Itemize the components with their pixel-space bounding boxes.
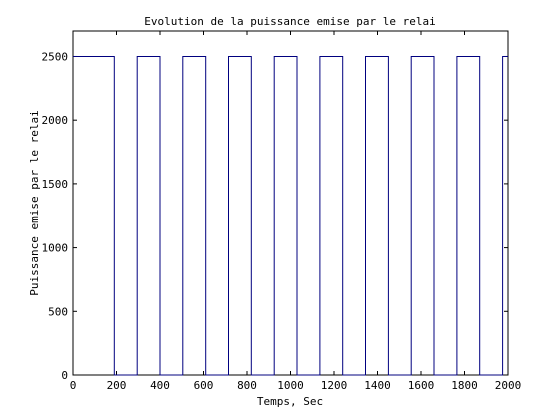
x-tick-label: 1000 — [277, 379, 304, 392]
y-tick-label: 2000 — [42, 114, 69, 127]
plot-area — [72, 30, 509, 376]
x-tick-label: 400 — [150, 379, 170, 392]
ticks — [72, 31, 509, 376]
series-line — [73, 56, 508, 376]
y-tick-label: 500 — [48, 305, 68, 318]
y-tick-label: 2500 — [42, 50, 69, 63]
y-axis-label: Puissance emise par le relai — [28, 110, 41, 295]
x-axis-label: Temps, Sec — [257, 395, 323, 408]
y-tick-label: 0 — [61, 369, 68, 382]
tick-labels: 0 200 400 600 800 1000 1200 1400 1600 1800 2000 0 50… — [42, 50, 522, 392]
x-tick-label: 2000 — [495, 379, 522, 392]
y-tick-label: 1000 — [42, 242, 69, 255]
x-tick-label: 1400 — [364, 379, 391, 392]
chart-title: Evolution de la puissance emise par le r… — [144, 15, 435, 28]
y-tick-label: 1500 — [42, 178, 69, 191]
x-tick-label: 1200 — [321, 379, 348, 392]
x-tick-label: 800 — [237, 379, 257, 392]
x-tick-label: 0 — [70, 379, 77, 392]
x-tick-label: 600 — [194, 379, 214, 392]
x-tick-label: 200 — [107, 379, 127, 392]
x-tick-label: 1800 — [451, 379, 478, 392]
x-tick-label: 1600 — [408, 379, 435, 392]
